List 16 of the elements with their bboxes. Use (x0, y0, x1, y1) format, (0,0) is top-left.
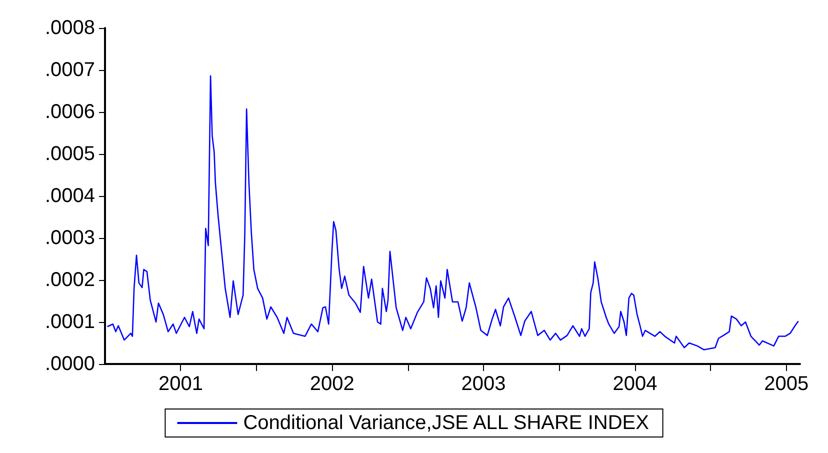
y-tick-label: .0005 (44, 143, 95, 165)
legend-label: Conditional Variance,JSE ALL SHARE INDEX (243, 412, 649, 434)
y-tick-label: .0000 (44, 353, 95, 375)
x-tick-label: 2002 (310, 373, 354, 395)
y-tick-label: .0007 (44, 59, 95, 81)
x-tick-label: 2003 (461, 373, 506, 395)
line-series (106, 75, 799, 350)
y-tick-label: .0002 (44, 269, 95, 291)
y-tick-label: .0006 (44, 101, 95, 123)
y-tick-label: .0003 (44, 227, 95, 249)
y-tick-label: .0001 (44, 311, 95, 333)
x-tick-label: 2005 (764, 373, 809, 395)
x-tick-label: 2004 (612, 373, 658, 395)
y-tick-label: .0004 (44, 185, 95, 207)
y-tick-label: .0008 (44, 17, 95, 39)
x-tick-label: 2001 (158, 373, 203, 395)
